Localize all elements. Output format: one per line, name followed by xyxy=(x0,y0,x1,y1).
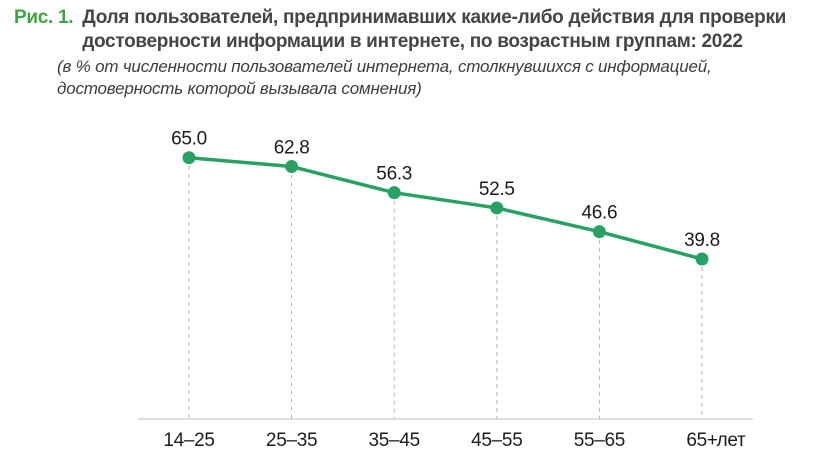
data-point xyxy=(695,252,709,266)
figure-header: Рис. 1. Доля пользователей, предпринимав… xyxy=(14,6,830,54)
figure-subtitle: (в % от численности пользователей интерн… xyxy=(57,56,712,100)
x-axis-tick-label: 45–55 xyxy=(471,430,522,451)
x-axis-unit-label: лет xyxy=(717,430,746,451)
figure-number-label: Рис. 1. xyxy=(14,7,74,28)
value-label: 56.3 xyxy=(376,164,412,185)
figure-title-line-1: Доля пользователей, предпринимавших каки… xyxy=(82,7,787,28)
data-point xyxy=(387,186,401,200)
figure-subtitle-line-2: достоверность которой вызывала сомнения) xyxy=(57,79,422,98)
figure-title-line-2: достоверности информации в интернете, по… xyxy=(82,31,743,52)
data-point xyxy=(490,201,504,215)
value-label: 39.8 xyxy=(684,230,720,251)
figure-title: Доля пользователей, предпринимавших каки… xyxy=(82,6,786,54)
line-chart: 65.0 62.8 56.3 52.5 46.6 39.8 14–25 25–35 35–45 4… xyxy=(0,110,840,454)
x-axis-tick-label: 25–35 xyxy=(266,430,317,451)
data-point xyxy=(285,160,299,174)
value-label: 46.6 xyxy=(582,203,618,224)
x-axis-tick-label: 14–25 xyxy=(163,430,214,451)
x-axis-tick-label: 35–45 xyxy=(369,430,420,451)
data-point xyxy=(182,151,196,165)
figure-subtitle-line-1: (в % от численности пользователей интерн… xyxy=(57,57,712,76)
line-chart-canvas: 65.0 62.8 56.3 52.5 46.6 39.8 14–25 25–35 35–45 4… xyxy=(138,129,753,451)
x-axis-tick-label: 65+ xyxy=(686,430,718,451)
data-point xyxy=(592,225,606,239)
x-axis-tick-label: 55–65 xyxy=(574,430,625,451)
value-label: 52.5 xyxy=(479,179,515,200)
value-label: 62.8 xyxy=(274,138,310,159)
value-label: 65.0 xyxy=(171,129,207,150)
series-line xyxy=(187,155,704,261)
